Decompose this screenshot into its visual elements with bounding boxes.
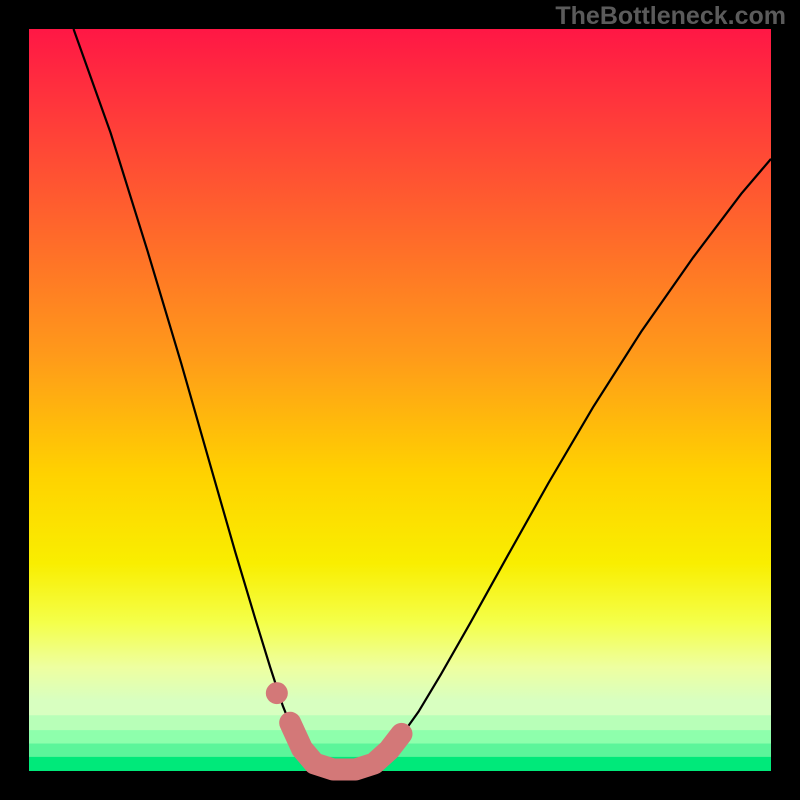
chart-svg-layer [29,29,771,771]
gradient-background [29,29,771,771]
green-band [29,757,771,771]
plot-area [29,29,771,771]
highlight-dot [266,682,288,704]
green-band [29,701,771,716]
watermark-text: TheBottleneck.com [555,2,786,31]
canvas-root: TheBottleneck.com [0,0,800,800]
